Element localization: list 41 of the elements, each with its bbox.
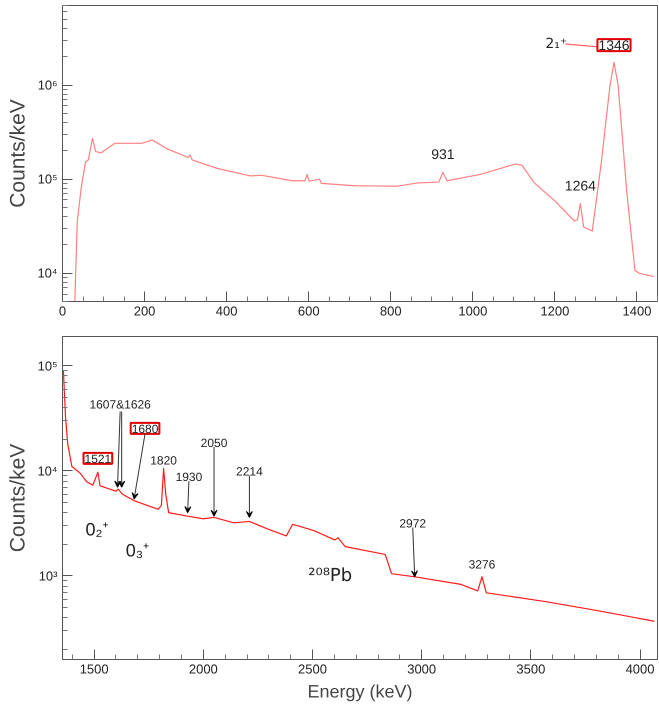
x-tick-label: 600	[298, 304, 320, 318]
x-tick-label: 3500	[516, 662, 546, 676]
annotation: 1820	[150, 453, 178, 468]
y-axis-title: Counts/keV	[6, 99, 30, 208]
annotation: 931	[431, 146, 455, 162]
annotation: 1930	[176, 470, 203, 484]
annotation: 1521	[84, 452, 112, 466]
x-tick-label: 2000	[188, 662, 218, 676]
annotation: 2₁⁺	[545, 36, 568, 52]
y-tick-label: 10⁴	[37, 463, 58, 478]
annotation: 3276	[468, 557, 496, 572]
line-series	[74, 62, 654, 302]
x-tick-label: 200	[134, 304, 156, 318]
x-tick-label: 0	[58, 304, 66, 318]
x-axis-title: Energy (keV)	[307, 682, 413, 702]
y-tick-label: 10⁶	[38, 78, 58, 93]
annotation: 1607&1626	[89, 397, 152, 412]
y-axis-title: Counts/keV	[6, 444, 30, 552]
annotation: 1346	[598, 37, 630, 54]
x-tick-label: 1400	[622, 304, 652, 318]
annotation: ²⁰⁸Pb	[308, 565, 352, 586]
annotation: 2214	[236, 464, 264, 478]
x-tick-label: 4000	[626, 662, 654, 676]
y-tick-label: 10⁵	[38, 172, 58, 187]
y-tick-label: 10⁵	[38, 358, 58, 374]
annotation: 2050	[200, 436, 228, 450]
annotation: 1264	[564, 177, 596, 194]
y-tick-label: 10⁴	[37, 266, 58, 281]
x-tick-label: 2500	[298, 662, 327, 676]
annotation: 2972	[399, 516, 426, 530]
line-series	[62, 369, 656, 622]
x-tick-label: 3000	[407, 662, 436, 676]
x-tick-label: 1500	[80, 662, 109, 676]
annotation: 1680	[132, 422, 159, 436]
annotation: 0₃⁺	[126, 540, 150, 561]
x-tick-label: 1200	[540, 304, 570, 318]
y-tick-label: 10³	[38, 568, 58, 584]
x-tick-label: 1000	[458, 304, 488, 318]
x-tick-label: 400	[216, 304, 238, 318]
x-tick-label: 800	[380, 304, 402, 318]
annotation: 0₂⁺	[86, 519, 108, 540]
